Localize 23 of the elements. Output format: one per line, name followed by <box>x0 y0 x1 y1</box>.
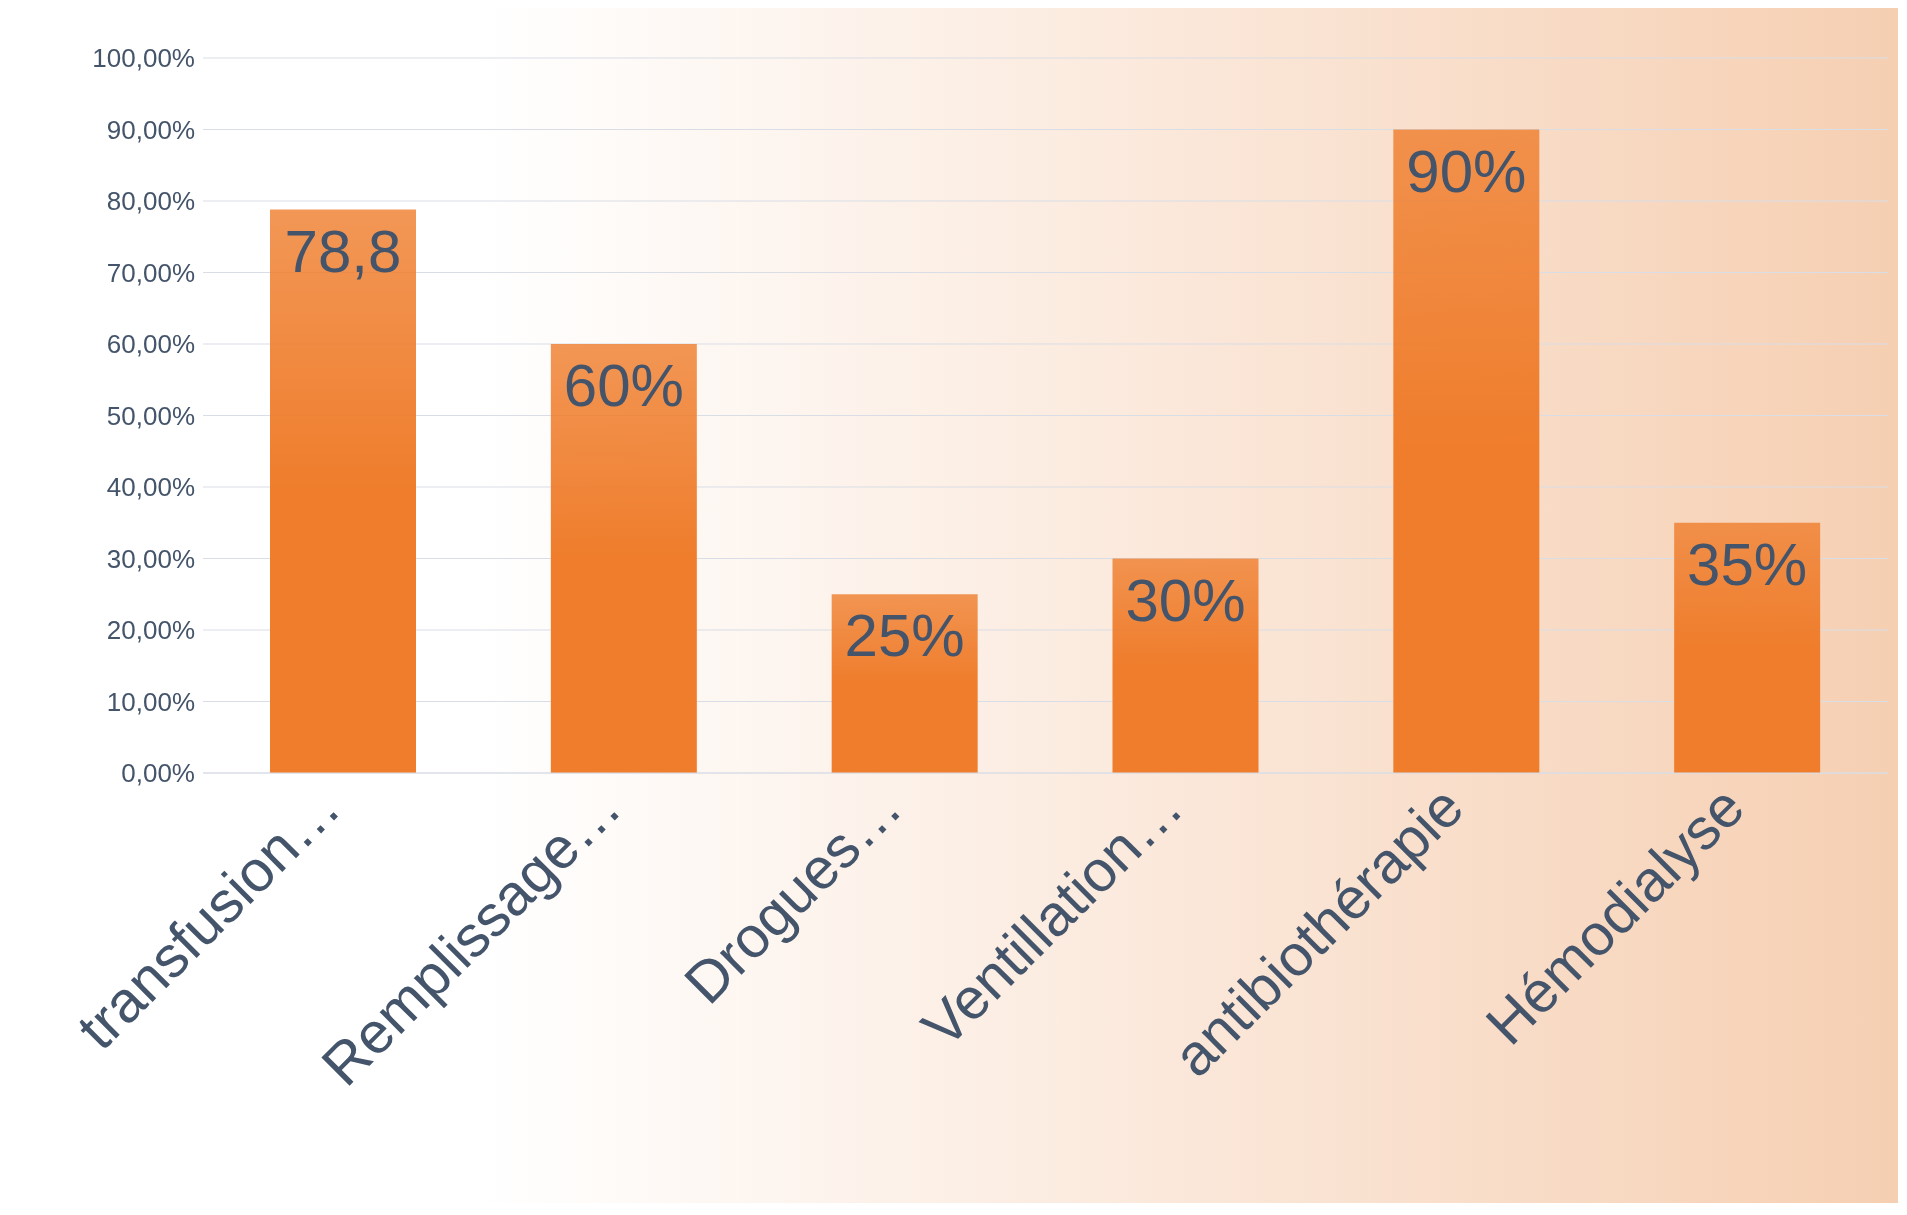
bar <box>831 594 978 773</box>
bar <box>1112 558 1259 773</box>
y-tick-label: 70,00% <box>106 257 195 288</box>
data-label: 35% <box>1687 530 1808 598</box>
bar <box>270 209 416 773</box>
data-label: 90% <box>1406 137 1527 205</box>
y-tick-label: 80,00% <box>106 186 195 217</box>
data-label: 30% <box>1125 566 1246 634</box>
y-tick-label: 100,00% <box>92 43 195 74</box>
bar <box>1674 522 1821 773</box>
y-tick-label: 10,00% <box>106 686 195 717</box>
data-label: 25% <box>844 602 965 670</box>
bar <box>550 344 697 773</box>
y-tick-label: 40,00% <box>106 472 195 503</box>
bar <box>1393 129 1540 773</box>
data-label: 60% <box>563 352 684 419</box>
y-tick-label: 60,00% <box>106 329 195 360</box>
y-tick-label: 0,00% <box>121 758 195 789</box>
data-label: 78,8 <box>284 217 402 285</box>
y-tick-label: 30,00% <box>106 543 195 574</box>
y-tick-label: 90,00% <box>106 114 195 145</box>
y-tick-label: 20,00% <box>106 615 195 646</box>
y-tick-label: 50,00% <box>106 400 195 431</box>
